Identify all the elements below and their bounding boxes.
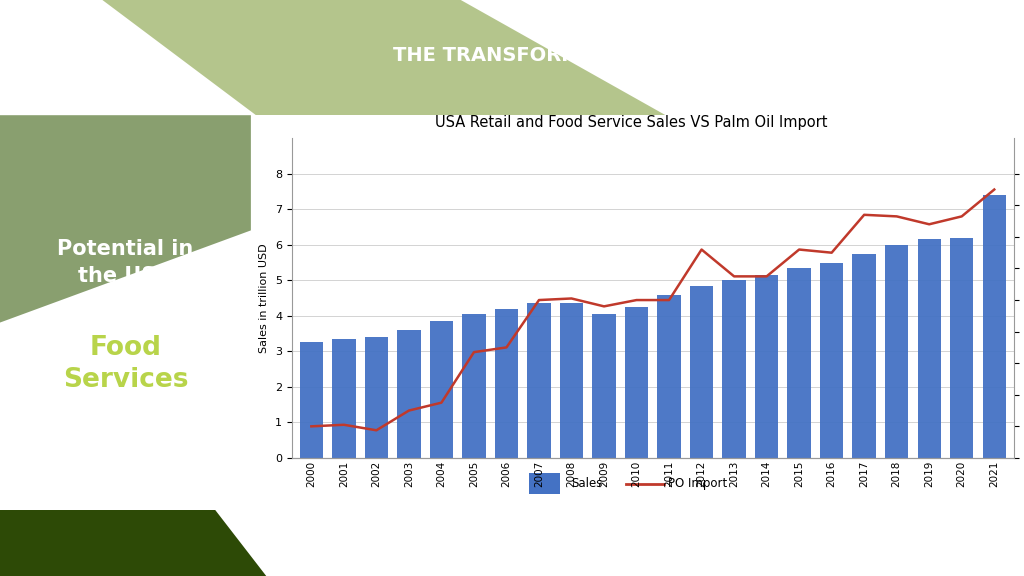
Bar [950,238,974,458]
Bar [365,337,388,458]
Polygon shape [102,0,666,115]
Bar [820,263,844,458]
Bar [657,294,681,458]
Text: Sales: Sales [571,478,603,490]
Text: PO Import: PO Import [669,478,728,490]
Text: 26 - 30 September, 2022 |: 26 - 30 September, 2022 | [589,541,758,555]
Bar [560,304,584,458]
Polygon shape [0,115,251,323]
Bar [300,343,323,458]
Bar [983,195,1006,458]
Text: THE TRANSFORMATIVE POWER OF OIL PALM: THE TRANSFORMATIVE POWER OF OIL PALM [393,46,877,65]
Bar [918,240,941,458]
Bar [430,321,454,458]
Bar [625,307,648,458]
Bar [527,304,551,458]
Text: Food
Services: Food Services [62,335,188,393]
Bar [397,330,421,458]
Bar [495,309,518,458]
Bar [690,286,714,458]
Bar [462,314,485,458]
Bar [787,268,811,458]
Y-axis label: Sales in trillion USD: Sales in trillion USD [259,243,269,353]
Text: Source: USDA and US Census Bureau: Source: USDA and US Census Bureau [25,530,194,539]
Bar [755,275,778,458]
Polygon shape [0,510,266,576]
Bar [885,245,908,458]
Text: Cartagena de Indias: Cartagena de Indias [758,541,899,555]
Text: Potential in
the USA: Potential in the USA [57,240,194,286]
Bar [852,253,876,458]
Bar [529,473,560,494]
Bar [722,281,745,458]
Title: USA Retail and Food Service Sales VS Palm Oil Import: USA Retail and Food Service Sales VS Pal… [435,115,827,130]
Bar [592,314,615,458]
Bar [332,339,355,458]
